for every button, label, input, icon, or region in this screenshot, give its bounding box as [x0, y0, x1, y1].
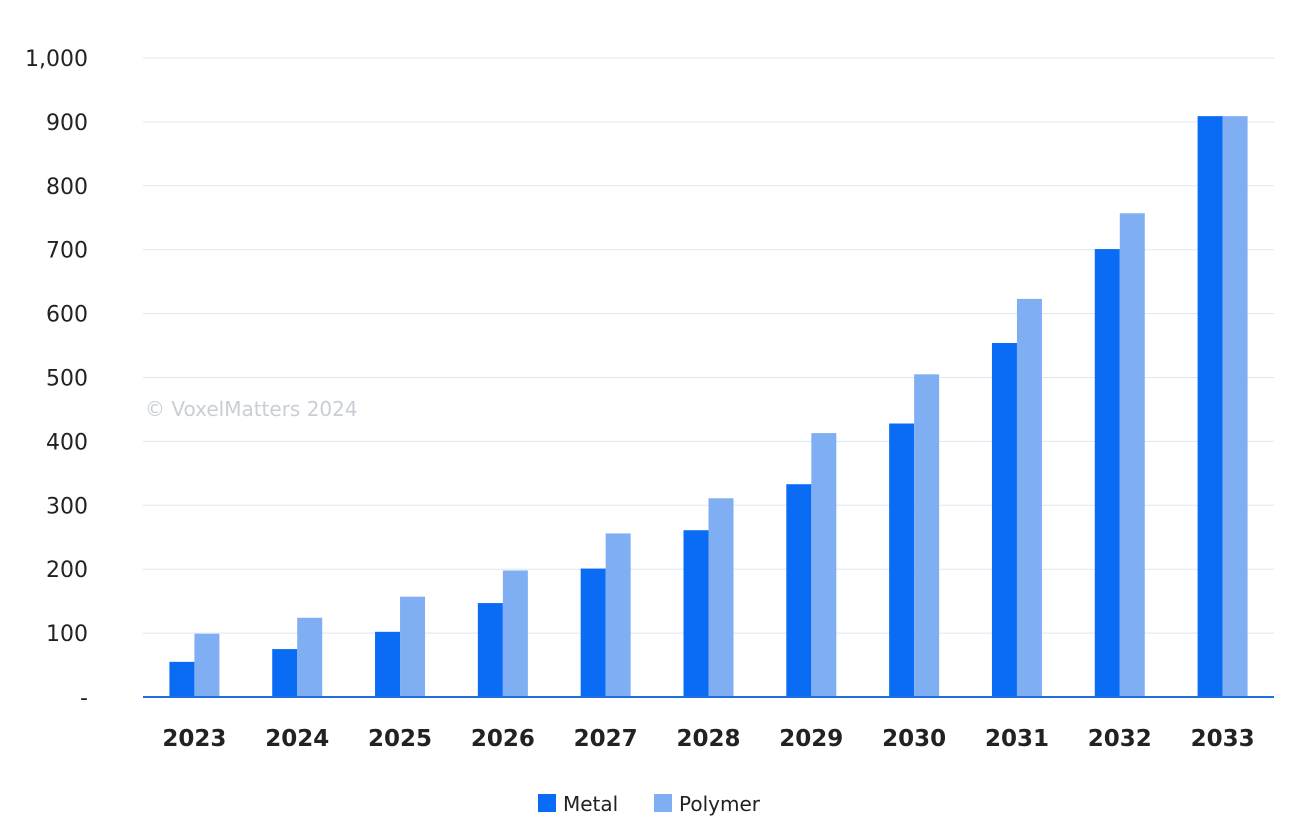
y-tick-label: 100: [46, 622, 88, 647]
bar-metal-2032: [1094, 249, 1120, 697]
x-tick-label: 2029: [779, 726, 843, 752]
bar-polymer-2028: [708, 498, 734, 697]
bar-metal-2023: [169, 661, 195, 697]
y-tick-label: 200: [46, 558, 88, 583]
x-tick-label: 2032: [1088, 726, 1152, 752]
bar-polymer-2033: [1222, 116, 1248, 698]
bar-metal-2027: [580, 568, 606, 697]
x-axis-ticks: 2023 2024 2025 2026 2027 2028 2029 2030 2031 2032…: [162, 726, 1254, 752]
y-tick-label: 600: [46, 303, 88, 328]
watermark: © VoxelMatters 2024: [145, 397, 358, 421]
bar-polymer-2027: [605, 533, 631, 697]
gridlines: [143, 57, 1274, 634]
y-tick-label: -: [80, 686, 88, 711]
x-tick-label: 2025: [368, 726, 432, 752]
bar-metal-2030: [889, 423, 915, 697]
bar-polymer-2029: [811, 433, 837, 697]
y-tick-label: 1,000: [25, 47, 88, 72]
x-tick-label: 2026: [471, 726, 535, 752]
bar-metal-2031: [991, 342, 1017, 697]
y-tick-label: 500: [46, 367, 88, 392]
x-tick-label: 2023: [162, 726, 226, 752]
legend: Metal Polymer: [538, 792, 761, 816]
bar-polymer-2023: [194, 633, 220, 697]
bar-metal-2029: [786, 484, 812, 697]
legend-swatch-metal: [538, 794, 556, 812]
bar-polymer-2031: [1016, 298, 1042, 697]
bar-metal-2024: [272, 649, 298, 697]
bar-polymer-2026: [502, 570, 528, 697]
x-tick-label: 2033: [1191, 726, 1255, 752]
x-tick-label: 2028: [676, 726, 740, 752]
x-tick-label: 2030: [882, 726, 946, 752]
bar-polymer-2024: [297, 617, 323, 697]
y-tick-label: 300: [46, 494, 88, 519]
x-tick-label: 2031: [985, 726, 1049, 752]
bar-polymer-2030: [914, 374, 940, 697]
bar-metal-2025: [375, 631, 401, 697]
bar-metal-2033: [1197, 116, 1223, 698]
bar-polymer-2025: [400, 596, 426, 697]
y-tick-label: 400: [46, 430, 88, 455]
x-tick-label: 2027: [574, 726, 638, 752]
y-tick-label: 700: [46, 239, 88, 264]
y-axis-ticks: - 100 200 300 400 500 600 700 800 900 1,000: [25, 47, 88, 711]
bar-polymer-2032: [1119, 213, 1145, 698]
bar-metal-2028: [683, 530, 709, 697]
y-tick-label: 800: [46, 175, 88, 200]
bars: [169, 116, 1248, 698]
legend-label-metal: Metal: [563, 792, 618, 816]
bar-metal-2026: [477, 603, 503, 697]
y-tick-label: 900: [46, 111, 88, 136]
legend-swatch-polymer: [654, 794, 672, 812]
x-tick-label: 2024: [265, 726, 329, 752]
legend-label-polymer: Polymer: [679, 792, 761, 816]
